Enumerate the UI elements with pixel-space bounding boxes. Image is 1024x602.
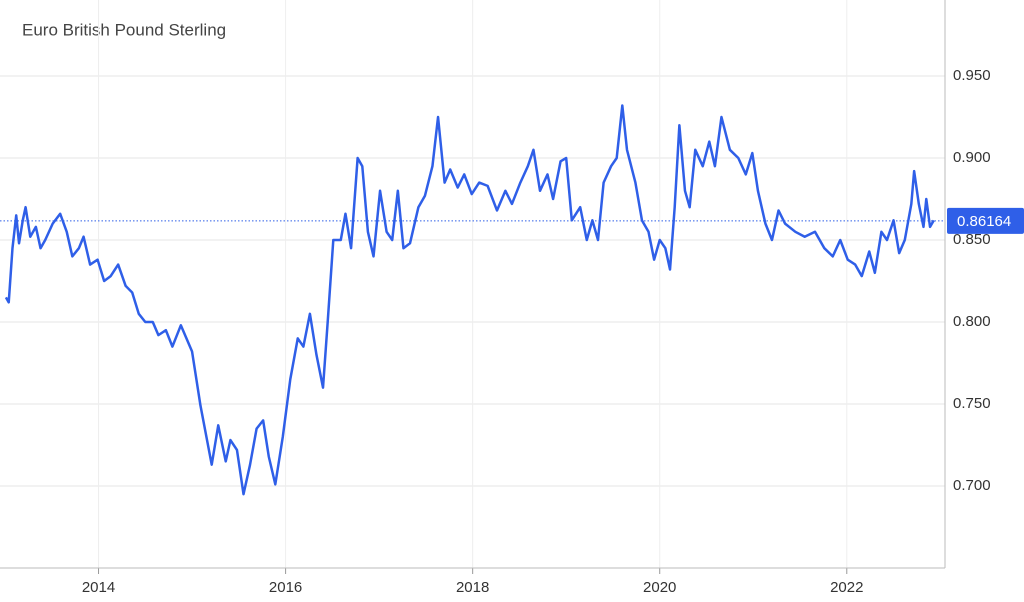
last-value-badge [947,207,1024,234]
x-tick-label: 2020 [643,579,676,596]
y-tick-label: 0.700 [953,477,991,494]
y-tick-label: 0.950 [953,67,991,84]
y-tick-label: 0.900 [953,149,991,166]
y-tick-label: 0.750 [953,395,991,412]
x-tick-label: 2016 [269,579,302,596]
y-tick-label: 0.850 [953,231,991,248]
x-tick-label: 2022 [830,579,863,596]
last-value-label: 0.86164 [957,213,1011,230]
y-tick-label: 0.800 [953,313,991,330]
x-tick-label: 2018 [456,579,489,596]
price-line [4,104,935,496]
chart-title: Euro British Pound Sterling [22,20,226,39]
x-tick-label: 2014 [82,579,115,596]
